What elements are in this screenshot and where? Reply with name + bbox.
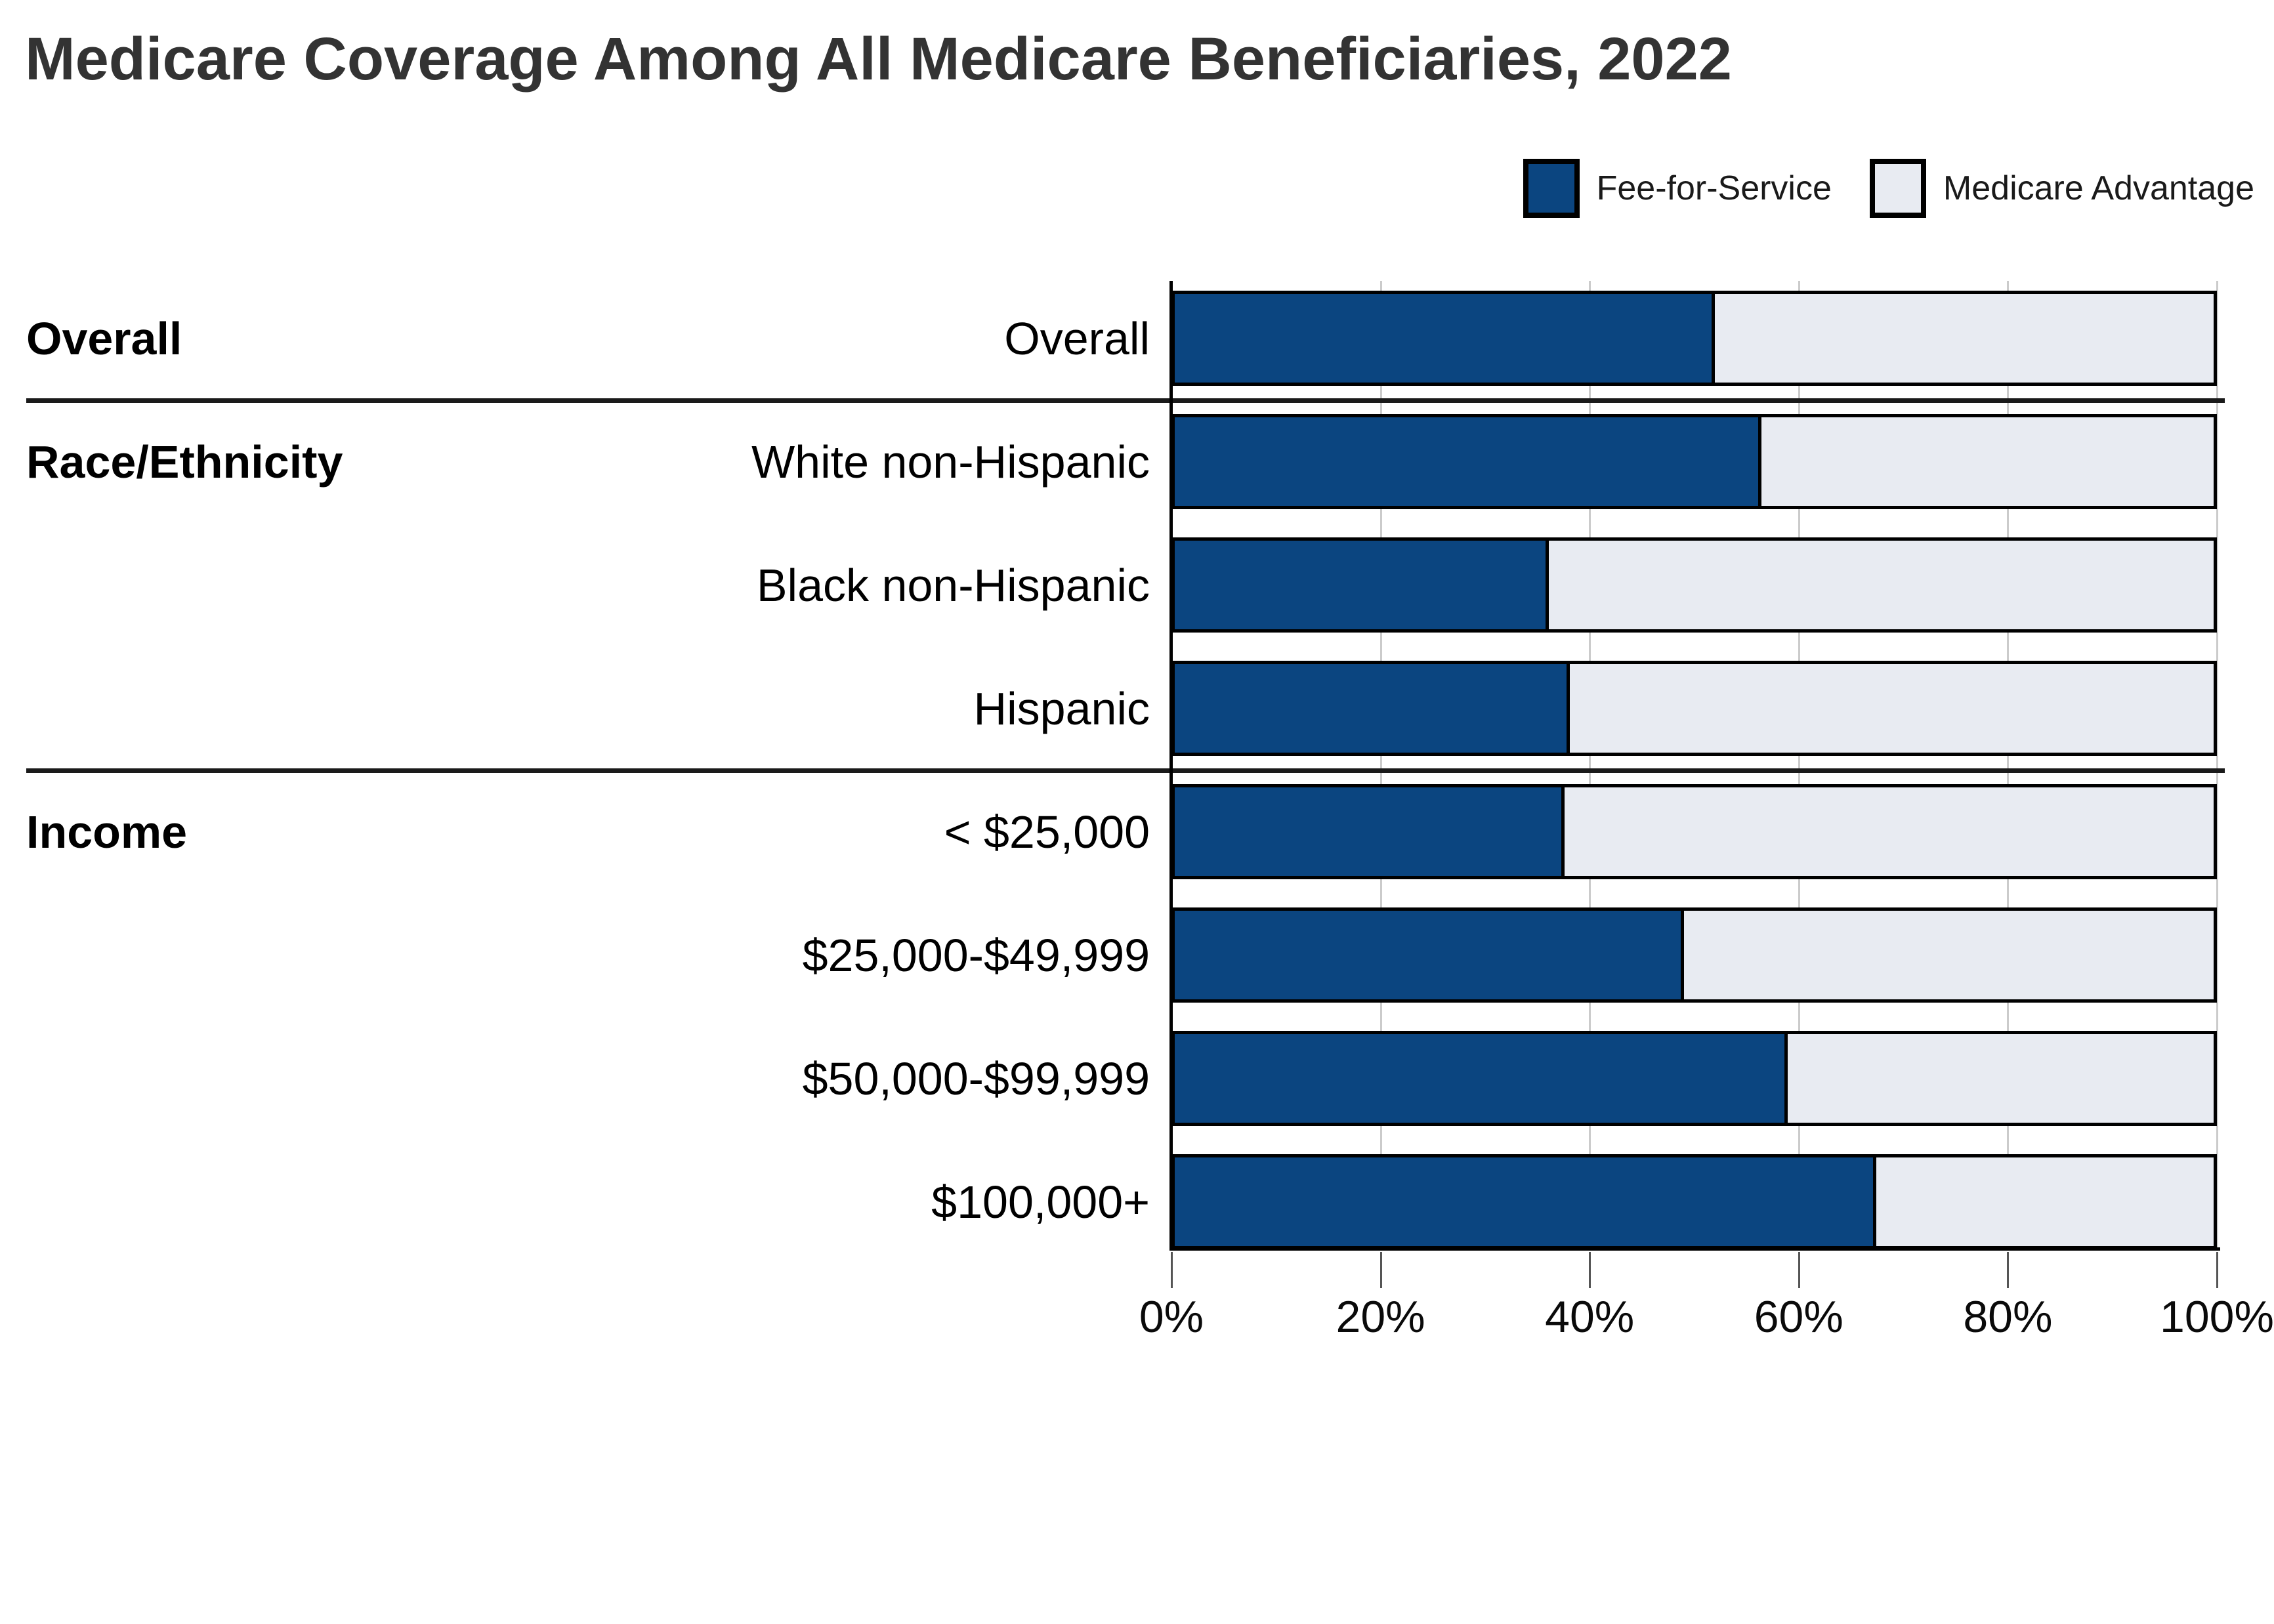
- bar-row: [1171, 1154, 2217, 1249]
- group-label-race-ethnicity: Race/Ethnicity: [26, 436, 343, 488]
- segment-fee-for-service: [1175, 911, 1684, 999]
- x-tick-label-20: 20%: [1336, 1292, 1425, 1342]
- bar-row: [1171, 907, 2217, 1003]
- segment-fee-for-service: [1175, 664, 1570, 753]
- segment-medicare-advantage: [1761, 417, 2214, 506]
- segment-fee-for-service: [1175, 417, 1762, 506]
- segment-fee-for-service: [1175, 294, 1716, 383]
- legend-label: Medicare Advantage: [1943, 169, 2254, 207]
- row-label: < $25,000: [944, 806, 1150, 858]
- segment-medicare-advantage: [1565, 787, 2214, 876]
- section-divider: [26, 398, 2225, 403]
- y-axis-line: [1169, 281, 1173, 1251]
- gridline-100-percent: [2216, 281, 2218, 1249]
- gridline-40-percent: [1589, 281, 1591, 1249]
- chart-title: Medicare Coverage Among All Medicare Ben…: [25, 26, 1732, 93]
- legend-label: Fee-for-Service: [1596, 169, 1832, 207]
- x-tick-mark-0: [1171, 1252, 1173, 1288]
- gridline-80-percent: [2007, 281, 2010, 1249]
- x-tick-label-100: 100%: [2160, 1292, 2274, 1342]
- row-label: Hispanic: [973, 682, 1150, 734]
- legend-item-fee-for-service: Fee-for-Service: [1523, 159, 1832, 218]
- row-label: $25,000-$49,999: [802, 929, 1150, 981]
- x-tick-mark-20: [1379, 1252, 1382, 1288]
- light-gray-square-icon: [1869, 159, 1926, 218]
- row-label: Overall: [1004, 312, 1150, 364]
- x-tick-mark-40: [1589, 1252, 1591, 1288]
- segment-fee-for-service: [1175, 787, 1565, 876]
- bar-row: [1171, 414, 2217, 509]
- x-tick-label-0: 0%: [1139, 1292, 1204, 1342]
- group-label-overall: Overall: [26, 312, 182, 364]
- x-tick-label-80: 80%: [1963, 1292, 2053, 1342]
- segment-medicare-advantage: [1549, 541, 2214, 629]
- segment-fee-for-service: [1175, 1157, 1876, 1246]
- group-label-income: Income: [26, 806, 188, 858]
- gridline-60-percent: [1798, 281, 1800, 1249]
- legend-item-medicare-advantage: Medicare Advantage: [1869, 159, 2254, 218]
- bar-row: [1171, 291, 2217, 386]
- segment-fee-for-service: [1175, 1034, 1788, 1123]
- x-tick-label-40: 40%: [1545, 1292, 1635, 1342]
- dark-blue-square-icon: [1523, 159, 1580, 218]
- segment-medicare-advantage: [1570, 664, 2214, 753]
- row-label: White non-Hispanic: [751, 436, 1150, 488]
- x-axis-line: [1169, 1247, 2220, 1251]
- bar-row: [1171, 661, 2217, 756]
- row-label: $100,000+: [931, 1176, 1150, 1228]
- x-tick-mark-100: [2216, 1252, 2218, 1288]
- bar-row: [1171, 784, 2217, 879]
- segment-medicare-advantage: [1788, 1034, 2214, 1123]
- legend: Fee-for-Service Medicare Advantage: [1523, 159, 2254, 218]
- bar-row: [1171, 537, 2217, 633]
- x-tick-label-60: 60%: [1754, 1292, 1843, 1342]
- segment-medicare-advantage: [1715, 294, 2214, 383]
- gridline-20-percent: [1379, 281, 1382, 1249]
- row-label: Black non-Hispanic: [756, 559, 1150, 611]
- segment-medicare-advantage: [1876, 1157, 2214, 1246]
- x-tick-mark-80: [2007, 1252, 2010, 1288]
- row-label: $50,000-$99,999: [802, 1052, 1150, 1104]
- segment-fee-for-service: [1175, 541, 1549, 629]
- bar-row: [1171, 1031, 2217, 1126]
- section-divider: [26, 768, 2225, 773]
- x-tick-mark-60: [1798, 1252, 1800, 1288]
- segment-medicare-advantage: [1684, 911, 2214, 999]
